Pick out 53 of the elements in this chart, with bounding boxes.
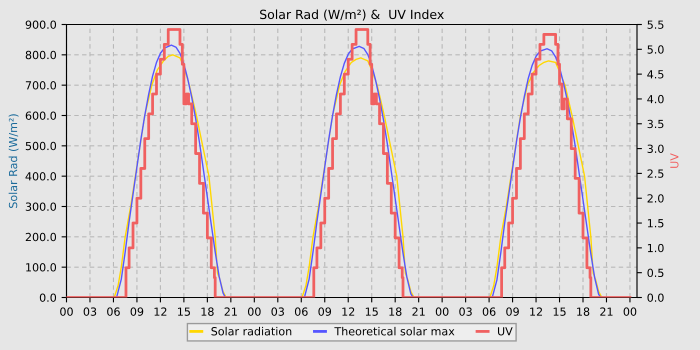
x-tick-label: 00 xyxy=(60,307,73,316)
y-tick-label: 300.0 xyxy=(26,202,56,211)
y-tick-label: 700.0 xyxy=(26,81,56,90)
y-tick-label: 500.0 xyxy=(26,142,56,150)
y2-tick-label: 5.5 xyxy=(648,20,664,29)
x-tick-label: 03 xyxy=(459,307,472,316)
x-tick-label: 03 xyxy=(84,307,96,316)
chart-title: Solar Rad (W/m²) & UV Index xyxy=(260,9,444,21)
x-tick-label: 06 xyxy=(107,307,120,316)
x-tick-label: 18 xyxy=(389,307,402,316)
y2-tick-label: 5.0 xyxy=(648,45,664,54)
x-tick-label: 06 xyxy=(294,307,308,316)
x-tick-label: 09 xyxy=(130,307,144,316)
x-tick-label: 06 xyxy=(482,307,496,316)
x-tick-label: 09 xyxy=(318,307,332,316)
x-tick-label: 21 xyxy=(224,307,237,316)
x-tick-label: 21 xyxy=(412,307,425,316)
x-tick-label: 15 xyxy=(554,308,566,316)
y-tick-label: 600.0 xyxy=(26,111,56,120)
legend-label: Theoretical solar max xyxy=(334,326,454,336)
y-tick-label: 900.0 xyxy=(26,20,56,29)
y-tick-label: 100.0 xyxy=(26,263,56,272)
y2-tick-label: 4.5 xyxy=(647,70,664,79)
x-tick-label: 15 xyxy=(366,308,378,316)
y-tick-label: 400.0 xyxy=(26,172,56,181)
legend-label: UV xyxy=(498,327,513,336)
y-tick-label: 800.0 xyxy=(26,50,56,60)
y2-tick-label: 0.0 xyxy=(647,293,664,302)
x-tick-label: 12 xyxy=(154,307,166,316)
x-tick-label: 15 xyxy=(178,308,190,316)
y2-tick-label: 3.0 xyxy=(648,144,664,153)
x-tick-label: 03 xyxy=(271,307,284,316)
y2-tick-label: 2.5 xyxy=(648,169,664,178)
y-tick-label: 0.0 xyxy=(40,293,56,302)
y2-tick-label: 0.5 xyxy=(647,268,664,278)
y2-axis-title: UV xyxy=(670,153,679,168)
y-axis-title: Solar Rad (W/m²) xyxy=(8,114,19,208)
y-tick-label: 200.0 xyxy=(26,232,56,242)
x-tick-label: 12 xyxy=(342,307,354,316)
legend-label: Solar radiation xyxy=(211,326,292,336)
x-tick-label: 18 xyxy=(202,307,214,316)
y2-tick-label: 3.5 xyxy=(648,120,664,128)
x-tick-label: 18 xyxy=(577,307,590,316)
y2-tick-label: 1.0 xyxy=(648,244,664,252)
x-tick-label: 21 xyxy=(600,307,613,316)
x-tick-label: 00 xyxy=(248,307,261,316)
y2-tick-label: 2.0 xyxy=(648,194,664,203)
y2-tick-label: 4.0 xyxy=(647,94,664,104)
x-tick-label: 00 xyxy=(436,307,448,316)
x-tick-label: 12 xyxy=(530,307,542,316)
x-tick-label: 00 xyxy=(624,307,636,316)
y2-tick-label: 1.5 xyxy=(648,219,664,228)
x-tick-label: 09 xyxy=(506,307,519,316)
